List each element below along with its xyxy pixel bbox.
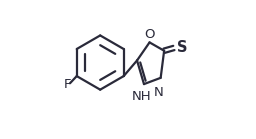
Text: F: F xyxy=(63,78,71,91)
Text: NH: NH xyxy=(131,90,151,103)
Text: S: S xyxy=(177,40,188,55)
Text: O: O xyxy=(144,28,155,41)
Text: N: N xyxy=(154,86,163,99)
